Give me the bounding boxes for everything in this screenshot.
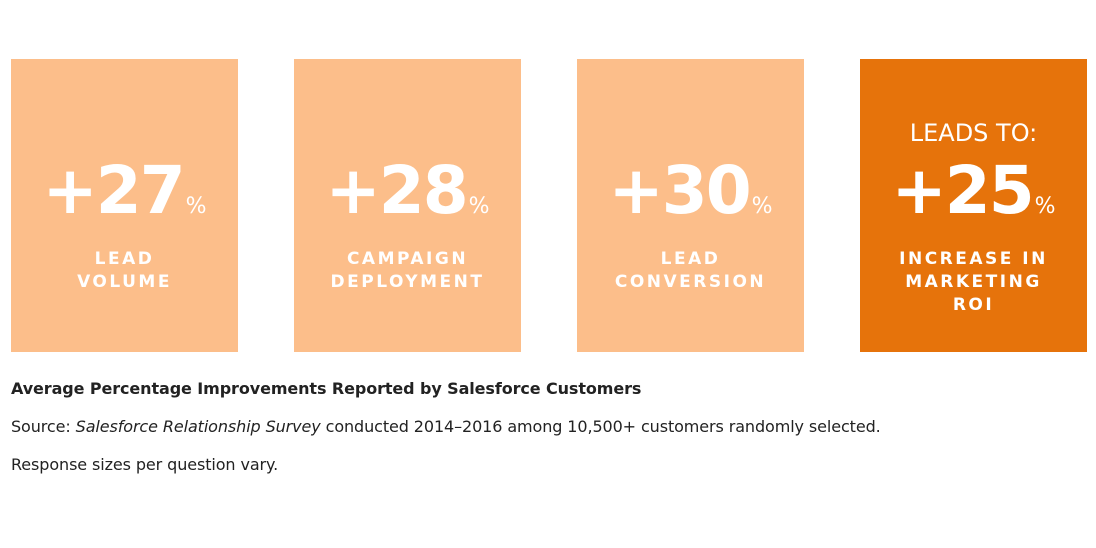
stat-label-line: DEPLOYMENT: [330, 272, 485, 292]
source-prefix: Source:: [11, 417, 76, 436]
stat-number: +25: [891, 152, 1034, 229]
stats-tiles: +27% LEAD VOLUME +28% CAMPAIGN DEPLOYMEN…: [11, 59, 1087, 352]
stat-value: +28%: [294, 151, 521, 231]
stat-label-line: MARKETING: [905, 272, 1042, 292]
source-survey-name: Salesforce Relationship Survey: [75, 417, 321, 436]
stat-value: +25%: [860, 151, 1087, 231]
stat-value: +30%: [577, 151, 804, 231]
stat-percent: %: [1034, 194, 1056, 219]
stat-label-line: ROI: [952, 295, 995, 315]
stat-tile-marketing-roi: LEADS TO: +25% INCREASE IN MARKETING ROI: [860, 59, 1087, 352]
stat-label-line: INCREASE IN: [899, 249, 1048, 269]
stat-label-line: CAMPAIGN: [346, 249, 469, 269]
caption: Average Percentage Improvements Reported…: [11, 376, 1091, 490]
stat-label-line: VOLUME: [77, 272, 172, 292]
stat-tile-lead-conversion: +30% LEAD CONVERSION: [577, 59, 804, 352]
stat-number: +27: [42, 152, 185, 229]
stat-value: +27%: [11, 151, 238, 231]
stat-percent: %: [468, 194, 490, 219]
source-suffix: conducted 2014–2016 among 10,500+ custom…: [320, 417, 881, 436]
stat-lead-text: LEADS TO:: [909, 119, 1038, 147]
stat-label: LEAD CONVERSION: [581, 248, 800, 294]
stat-percent: %: [751, 194, 773, 219]
stat-tile-campaign-deployment: +28% CAMPAIGN DEPLOYMENT: [294, 59, 521, 352]
stat-number: +28: [325, 152, 468, 229]
caption-note: Response sizes per question vary.: [11, 455, 279, 474]
stat-label-line: CONVERSION: [614, 272, 767, 292]
stat-label: INCREASE IN MARKETING ROI: [864, 248, 1083, 317]
stat-percent: %: [185, 194, 207, 219]
caption-title: Average Percentage Improvements Reported…: [11, 379, 642, 398]
stat-label-line: LEAD: [660, 249, 721, 269]
stat-label-line: LEAD: [94, 249, 155, 269]
stat-number: +30: [608, 152, 751, 229]
stat-tile-lead-volume: +27% LEAD VOLUME: [11, 59, 238, 352]
stat-label: CAMPAIGN DEPLOYMENT: [298, 248, 517, 294]
stat-label: LEAD VOLUME: [15, 248, 234, 294]
caption-source: Source: Salesforce Relationship Survey c…: [11, 414, 1091, 440]
